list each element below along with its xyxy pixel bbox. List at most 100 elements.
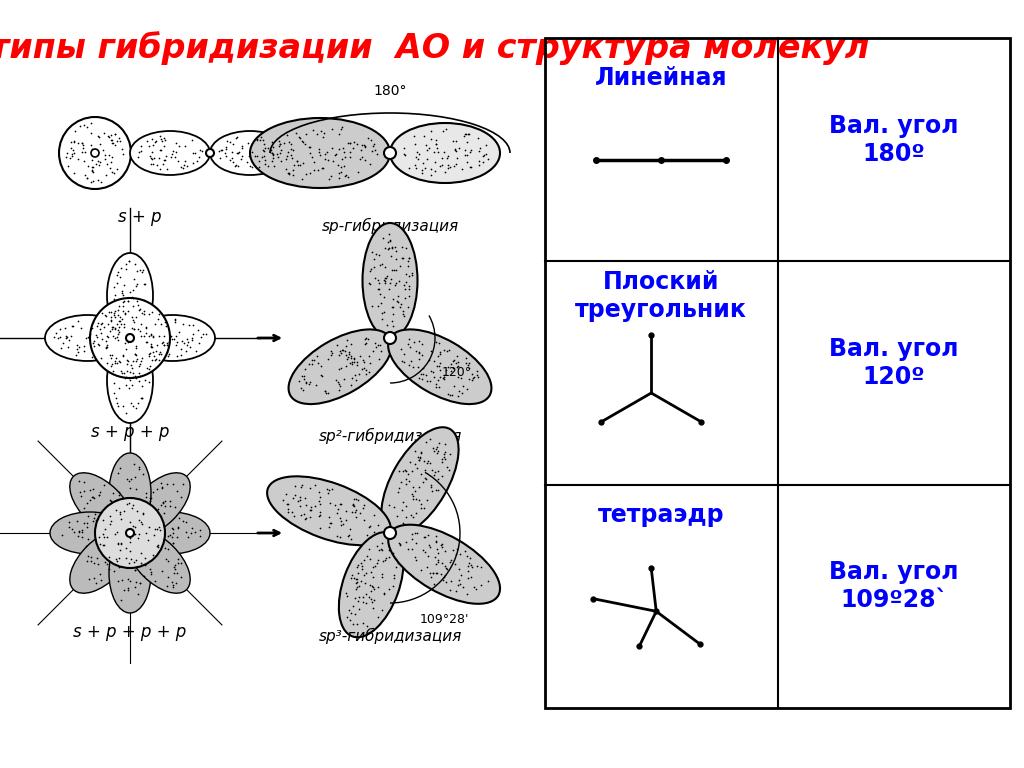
Point (291, 131, 307, 144)
Point (357, 567, 374, 579)
Point (123, 552, 139, 564)
Point (339, 350, 355, 362)
Point (140, 376, 157, 389)
Point (381, 228, 397, 240)
Point (115, 296, 131, 309)
Point (444, 355, 461, 367)
Point (364, 581, 380, 593)
Point (461, 362, 477, 374)
Point (413, 368, 429, 380)
Point (367, 272, 383, 284)
Point (422, 457, 438, 469)
Point (394, 517, 411, 529)
Point (396, 283, 413, 295)
Point (334, 153, 350, 165)
Point (426, 465, 442, 478)
Point (471, 145, 487, 157)
Point (324, 517, 340, 529)
Point (358, 529, 375, 541)
Point (142, 338, 159, 350)
Point (468, 582, 484, 594)
Point (423, 479, 439, 492)
Point (135, 308, 152, 320)
Point (376, 274, 392, 286)
Point (321, 174, 337, 186)
Circle shape (126, 334, 134, 342)
Point (144, 138, 161, 151)
Point (111, 552, 127, 564)
Point (335, 343, 351, 356)
Point (426, 146, 442, 158)
Point (283, 143, 299, 155)
Point (117, 306, 133, 319)
Point (296, 138, 312, 151)
Point (395, 349, 412, 361)
Point (171, 141, 187, 153)
Point (150, 313, 166, 326)
Point (168, 330, 184, 343)
Point (84, 337, 100, 349)
Point (440, 464, 457, 476)
Point (244, 161, 260, 174)
Point (322, 497, 338, 509)
Point (112, 486, 128, 498)
Point (99, 341, 116, 353)
Point (109, 554, 125, 567)
Point (348, 356, 365, 368)
Point (442, 584, 459, 597)
Point (348, 511, 365, 523)
Point (397, 511, 414, 523)
Point (306, 500, 323, 512)
Point (133, 520, 150, 532)
Point (106, 332, 123, 344)
Point (129, 353, 145, 366)
Point (415, 368, 431, 380)
Point (464, 372, 480, 384)
Point (114, 501, 130, 513)
Point (114, 505, 130, 517)
Point (306, 156, 323, 168)
Point (360, 350, 377, 362)
Text: sp-гибридизация: sp-гибридизация (322, 218, 459, 234)
Point (59, 161, 76, 173)
Point (348, 573, 365, 585)
Point (162, 529, 178, 541)
Point (420, 455, 436, 467)
Point (228, 131, 245, 143)
Point (122, 545, 138, 557)
Point (365, 581, 381, 593)
Point (408, 151, 424, 164)
Point (345, 493, 361, 505)
Point (173, 343, 189, 356)
Point (370, 300, 386, 313)
Point (373, 297, 389, 310)
Point (48, 327, 65, 339)
Point (330, 376, 346, 388)
Point (134, 392, 151, 405)
Point (281, 167, 297, 180)
Point (438, 151, 455, 164)
Point (182, 341, 199, 353)
Point (355, 356, 372, 368)
Point (365, 571, 381, 583)
Point (407, 445, 423, 457)
Point (371, 544, 387, 556)
Point (293, 509, 309, 521)
Point (65, 150, 81, 162)
Point (91, 568, 108, 580)
Point (386, 502, 402, 514)
Point (285, 164, 301, 177)
Point (305, 353, 322, 366)
Point (422, 376, 438, 388)
Point (271, 138, 288, 151)
Point (442, 359, 459, 371)
Point (427, 336, 443, 348)
Point (239, 156, 255, 168)
Point (349, 576, 366, 588)
Text: s + p + p: s + p + p (91, 423, 169, 441)
Point (127, 532, 143, 545)
Point (411, 346, 427, 359)
Point (164, 531, 180, 544)
Point (148, 135, 165, 147)
Point (469, 371, 485, 383)
